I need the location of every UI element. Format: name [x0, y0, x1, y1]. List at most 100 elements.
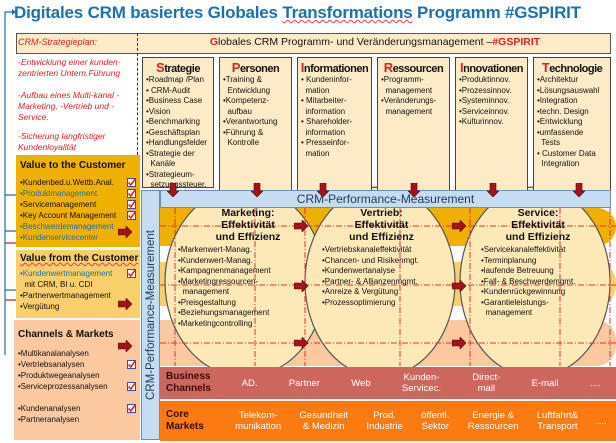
- list-item: •Produktmanagement: [20, 188, 136, 199]
- list-item: •Vergütung: [20, 301, 136, 312]
- strategy-plan-label: CRM-Strategieplan:: [18, 37, 98, 47]
- business_channels-item: Kunden- Servicec.: [402, 372, 441, 394]
- ellipse-item: •Anreize & Vergütung: [322, 287, 399, 296]
- ellipse-title: Effektivität: [354, 219, 409, 231]
- checkbox-checked-icon[interactable]: [127, 404, 136, 413]
- cell-line: AD.: [241, 377, 258, 389]
- checkbox-checked-icon[interactable]: [127, 200, 136, 209]
- column-initial: P: [231, 60, 241, 75]
- column-title: Innovationen: [456, 60, 527, 75]
- column-item: •Integration: [537, 96, 578, 105]
- cell-line: & Medizin: [302, 421, 345, 432]
- column-item: •Serviceinnov.: [459, 106, 510, 116]
- core-markets-row: Core Markets Telekom-munikation Gesundheit &…: [160, 401, 616, 441]
- ellipse-item: •Kundenrückgewinnung: [481, 287, 566, 296]
- arrow-right-icon: [452, 337, 466, 349]
- list-item-text: •Kundenwertmanagement: [20, 269, 113, 278]
- column-item: •Programm-: [381, 75, 424, 84]
- ellipse-title: und Effizienz: [349, 231, 414, 243]
- row-label-line: Channels: [166, 383, 212, 394]
- value-to-title: Value to the Customer: [20, 160, 126, 171]
- ellipse-item: •laufende Betreuung: [481, 266, 554, 275]
- arrow-right-icon: [118, 226, 132, 238]
- ellipse-title: und Effizienz: [505, 231, 571, 243]
- ellipse-item: •Kundenwert-Manag.: [178, 255, 253, 265]
- column-title-rest: nformationen: [303, 63, 369, 75]
- ellipse-item: •Kampagnenmanagement: [178, 266, 271, 275]
- ellipse-title: Service:: [517, 207, 559, 219]
- cell-line: Direct-: [472, 372, 501, 383]
- cell-line: Prod.: [373, 410, 396, 421]
- checkbox-checked-icon[interactable]: [127, 189, 136, 198]
- column-item: •Entwicklung: [537, 117, 583, 126]
- column-item: • Shareholder-: [301, 117, 353, 126]
- list-item: mit CRM, BI u. CDI: [20, 279, 136, 290]
- list-item-text: •Partnerwertmanagement: [20, 291, 111, 300]
- column-title-rest: trategie: [164, 63, 200, 75]
- checkbox-checked-icon[interactable]: [127, 269, 136, 278]
- column-item: •Verantwortung: [223, 117, 278, 126]
- ellipse-item: •Marketingcontrolling: [178, 318, 253, 328]
- column-initial: S: [156, 60, 165, 75]
- checkbox-checked-icon[interactable]: [127, 360, 136, 369]
- bracket-lines: [4, 11, 18, 355]
- cell-line: E-mail: [531, 377, 559, 389]
- divider: [137, 33, 138, 155]
- column-item: Tests: [537, 138, 560, 147]
- arrow-right-icon: [294, 337, 308, 349]
- title-part: Digitales CRM basiertes Globales: [14, 3, 283, 22]
- ellipse-marketing-text: Marketing: Effektivität und Effizienz •Mark…: [178, 207, 318, 329]
- list-item-text: •Partneranalysen: [18, 415, 80, 424]
- list-item: •Vertriebsanalysen: [18, 359, 136, 370]
- row-label-line: Markets: [166, 421, 204, 432]
- performance-measurement-vertical: CRM-Performance-Measurement: [141, 190, 160, 440]
- column-title-rest: echnologie: [549, 63, 603, 75]
- column-item: •Vision: [146, 106, 171, 116]
- cell-line: Industrie: [366, 421, 403, 432]
- ellipse-title: Effektivität: [221, 219, 275, 231]
- list-item-text: mit CRM, BI u. CDI: [20, 280, 93, 289]
- performance-measurement-horizontal: CRM-Performance-Measurement: [160, 190, 611, 208]
- checkbox-checked-icon[interactable]: [127, 178, 136, 187]
- column-item: •Veränderungs-: [381, 96, 437, 105]
- column-title: Ressourcen: [378, 60, 449, 75]
- ellipse-item: •Partner- & Allianzenmgmt.: [322, 276, 418, 286]
- page-title: Digitales CRM basiertes Globales Transfo…: [14, 3, 581, 23]
- ellipse-item: •Preisgestaltung: [178, 297, 236, 307]
- column-ressourcen: Ressourcen •Programm- management •Veränder…: [377, 57, 450, 192]
- column-item: •Kulturinnov.: [459, 117, 504, 126]
- business_channels-item: E-mail: [532, 378, 559, 389]
- column-title-rest: ersonen: [239, 63, 280, 75]
- list-item: •Kundenbed.u.Wettb.Anal.: [20, 177, 136, 188]
- cell-line: Gesundheit: [299, 410, 349, 421]
- goal-1: -Entwicklung einer kunden-zentrierten Un…: [18, 57, 121, 78]
- program-title: Globales CRM Programm- und Veränderungsm…: [140, 36, 610, 48]
- list-item: •Produktwegeanalysen: [18, 370, 136, 381]
- program-title-initial: G: [209, 36, 218, 48]
- business-channels-label: Business Channels: [160, 371, 226, 395]
- arrow-down-icon: [317, 183, 329, 197]
- core_markets-item: öffentl. Sektor: [421, 410, 449, 432]
- checkbox-checked-icon[interactable]: [127, 382, 136, 391]
- column-item: •Handlungsfelder: [146, 138, 208, 147]
- column-item: mation: [301, 148, 330, 158]
- row-label-line: Core: [166, 409, 189, 420]
- cell-line: munikation: [235, 421, 282, 432]
- ellipse-item: •Servicekanaleffektivität: [481, 245, 566, 254]
- program-title-text: lobales CRM Programm- und Veränderungsma…: [218, 36, 493, 48]
- arrow-right-icon: [452, 280, 466, 292]
- checkbox-checked-icon[interactable]: [127, 211, 136, 220]
- column-item: management: [381, 85, 433, 95]
- arrow-right-icon: [294, 220, 308, 232]
- channels-markets-box: Channels & Markets •Multikanalanalysen •V…: [14, 320, 140, 440]
- column-title: Personen: [220, 60, 291, 75]
- column-item: •umfassende: [537, 127, 584, 137]
- core_markets-item: ....: [596, 416, 607, 427]
- column-item: •Geschäftsplan: [146, 127, 200, 137]
- arrow-right-icon: [118, 298, 132, 310]
- column-title: Technologie: [534, 60, 610, 75]
- business_channels-item: ....: [590, 378, 601, 389]
- list-item: •Kundenanalysen: [18, 403, 136, 414]
- list-item-text: •Kundenanalysen: [18, 404, 81, 413]
